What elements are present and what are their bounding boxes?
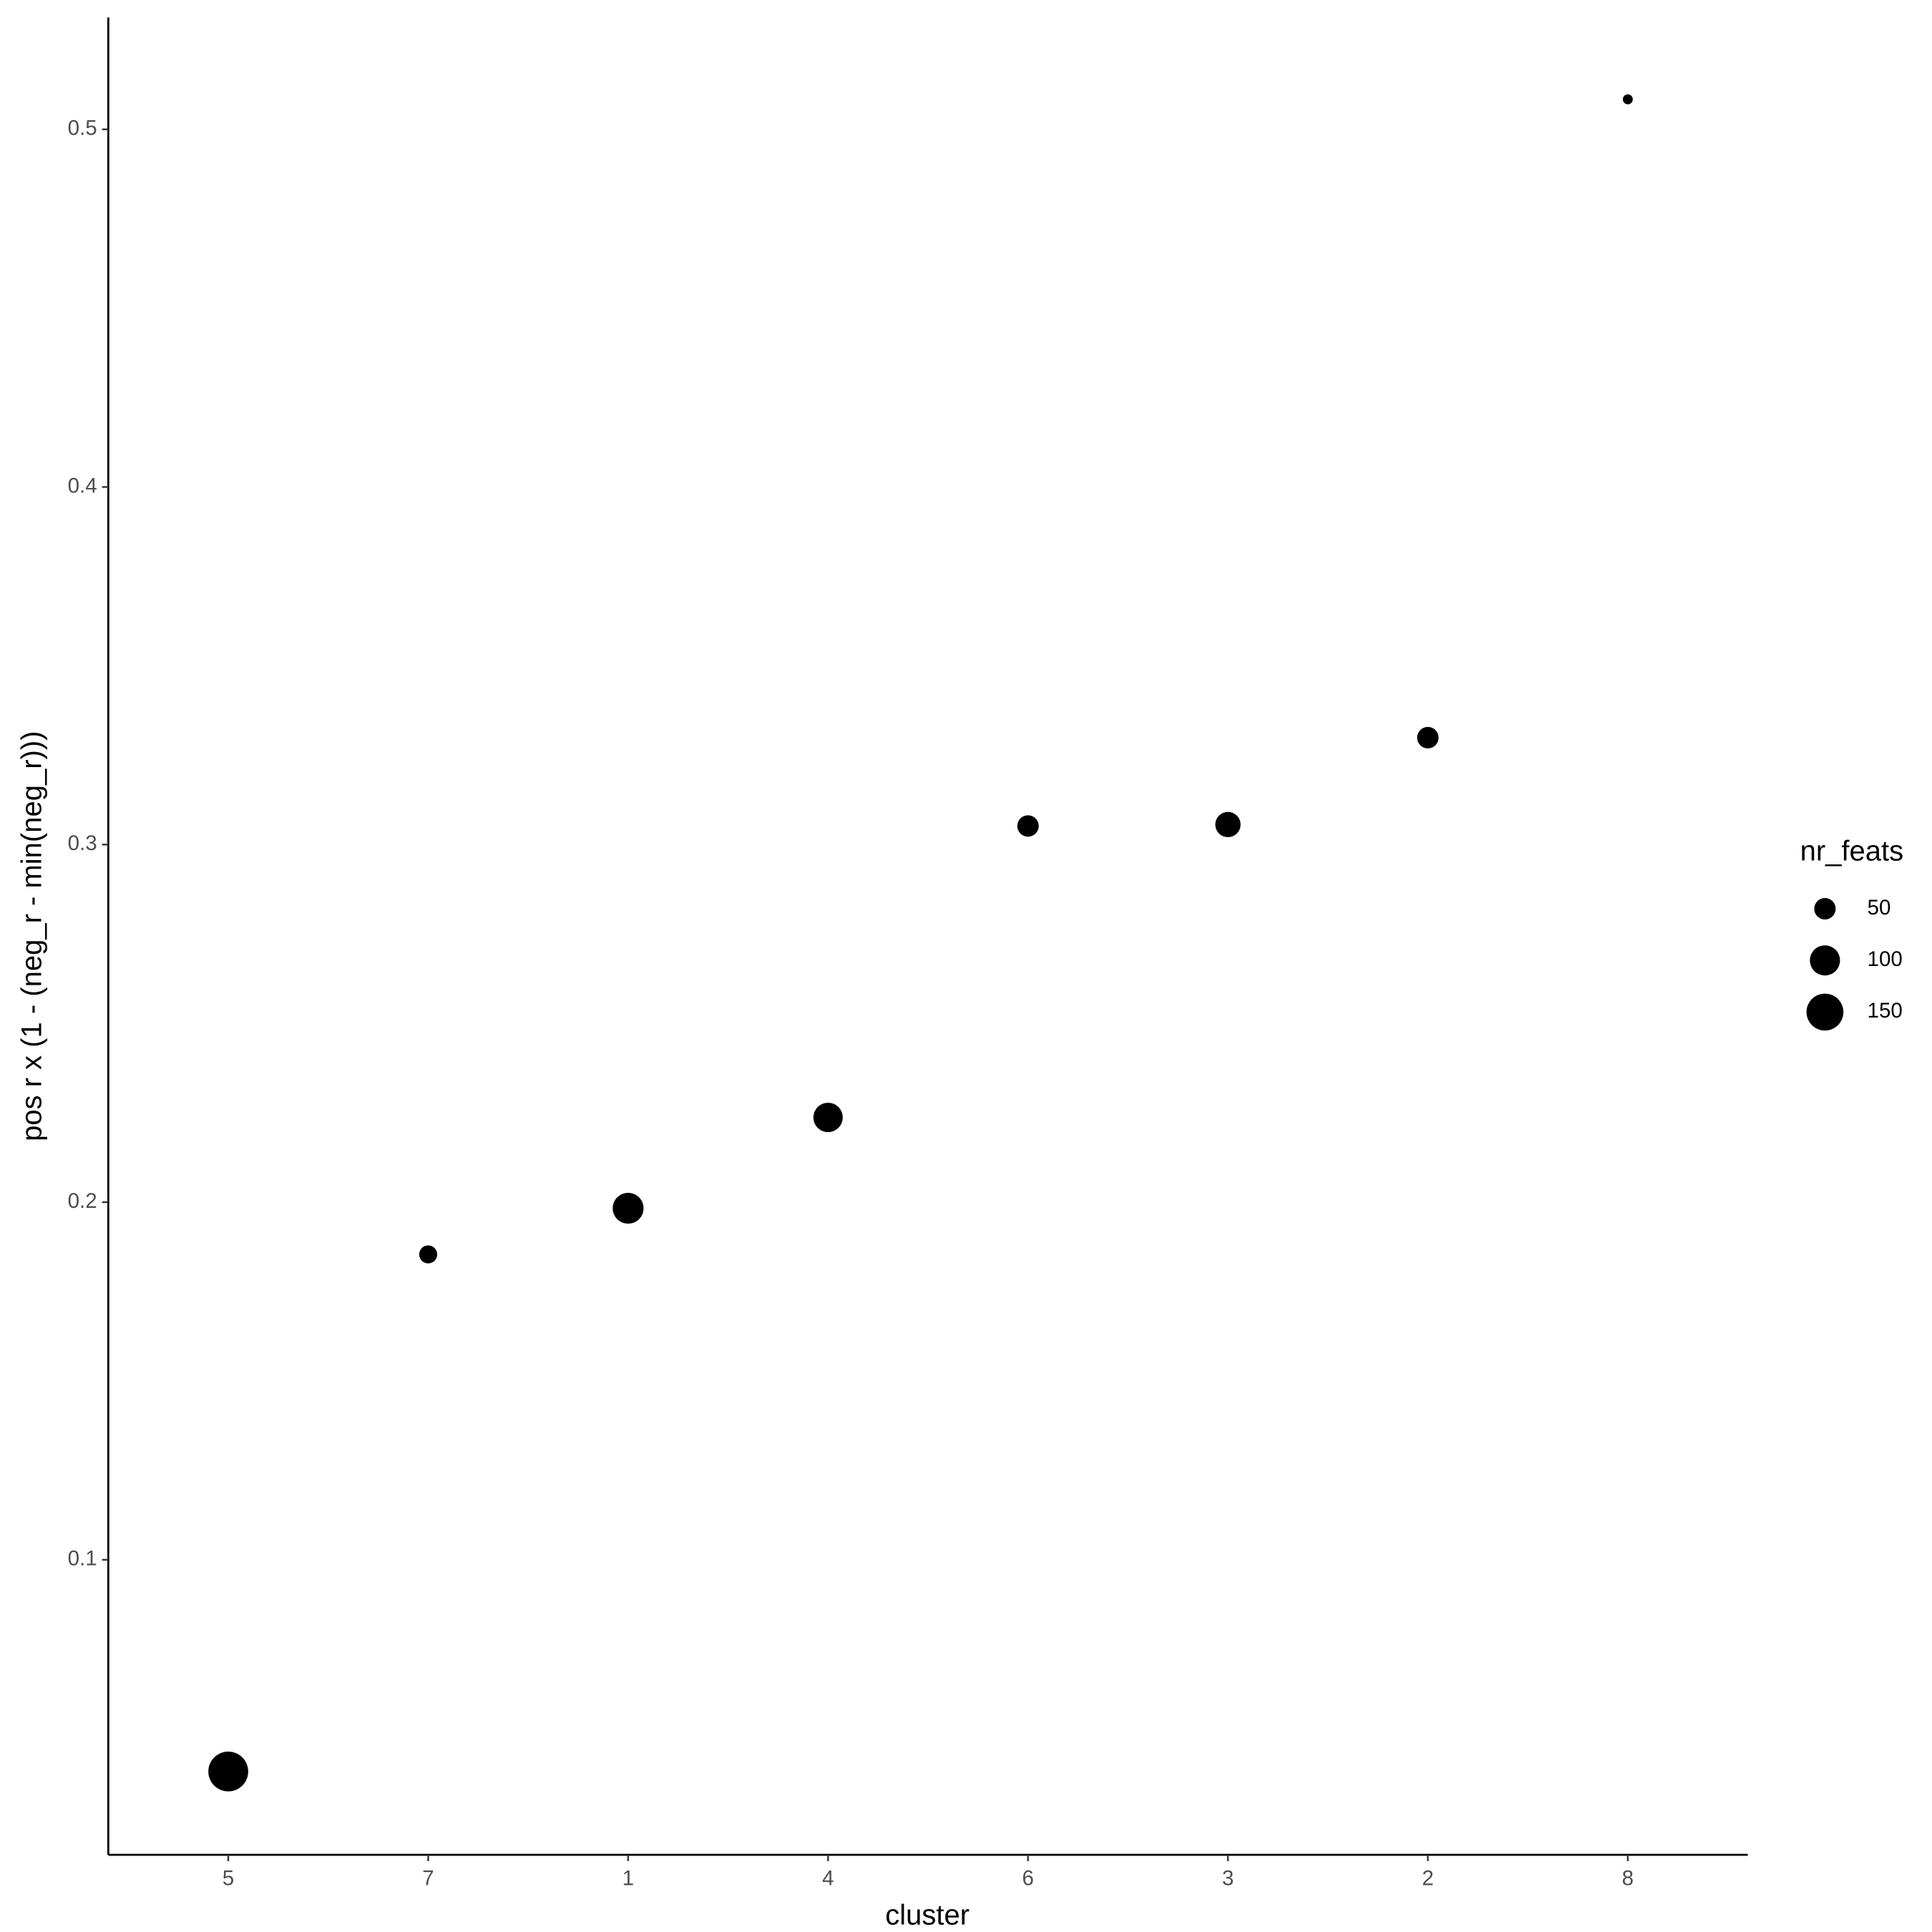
point bbox=[208, 1751, 248, 1792]
y-tick-label: 0.3 bbox=[68, 831, 97, 855]
legend-title: nr_feats bbox=[1800, 835, 1904, 867]
y-tick-label: 0.1 bbox=[68, 1547, 97, 1571]
point bbox=[813, 1103, 843, 1133]
x-tick-label: 8 bbox=[1622, 1867, 1634, 1890]
point bbox=[1622, 94, 1633, 104]
point bbox=[1417, 726, 1439, 748]
x-tick-label: 4 bbox=[822, 1867, 834, 1890]
y-tick-label: 0.4 bbox=[68, 474, 97, 497]
point bbox=[419, 1245, 438, 1264]
legend-label: 100 bbox=[1868, 947, 1903, 971]
legend-symbol bbox=[1814, 897, 1836, 919]
legend-label: 50 bbox=[1868, 896, 1891, 919]
x-tick-label: 7 bbox=[422, 1867, 434, 1890]
y-tick-label: 0.2 bbox=[68, 1189, 97, 1213]
x-tick-label: 3 bbox=[1222, 1867, 1234, 1890]
legend-symbol bbox=[1806, 993, 1844, 1031]
y-axis-title: pos r x (1 - (neg_r - min(neg_r))) bbox=[16, 731, 48, 1141]
x-tick-label: 5 bbox=[223, 1867, 234, 1890]
x-tick-label: 2 bbox=[1422, 1867, 1433, 1890]
legend-label: 150 bbox=[1868, 999, 1903, 1023]
point bbox=[1215, 811, 1241, 838]
point bbox=[613, 1192, 644, 1224]
legend-symbol bbox=[1810, 945, 1840, 976]
y-tick-label: 0.5 bbox=[68, 117, 97, 140]
x-axis-title: cluster bbox=[885, 1900, 970, 1931]
point bbox=[1017, 815, 1039, 837]
x-tick-label: 6 bbox=[1022, 1867, 1033, 1890]
x-tick-label: 1 bbox=[623, 1867, 634, 1890]
